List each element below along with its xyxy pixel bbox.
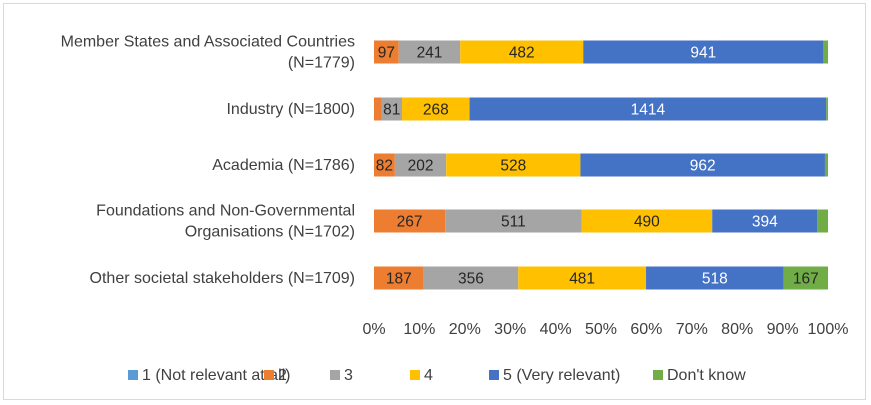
bar-segment [826,97,828,121]
bar-segment [423,266,519,290]
x-tick-label: 90% [767,321,799,338]
data-label: 941 [690,45,716,62]
x-tick-label: 70% [676,321,708,338]
legend-label: 4 [424,367,433,384]
bar-segment [580,153,825,177]
bar-segment [469,97,827,121]
bar-segment [394,153,447,177]
bar-segment [374,97,382,121]
bar-segment [583,40,824,64]
x-tick-label: 50% [585,321,617,338]
bar-segment [823,40,828,64]
data-label: 202 [408,158,434,175]
data-label: 518 [702,271,728,288]
data-label: 511 [501,214,526,231]
data-label: 482 [509,45,535,62]
legend-label: 2 [278,367,287,384]
bar-segment [646,266,784,290]
legend-label: 1 (Not relevant at all) [142,367,291,384]
data-label: 167 [793,271,819,288]
data-label: 481 [569,271,595,288]
bar-segment [374,153,395,177]
bar-segment [374,266,424,290]
bar-segment [712,209,818,233]
bar-segment [817,209,828,233]
data-label: 267 [397,214,423,231]
data-label: 187 [386,271,412,288]
data-label: 1414 [631,102,666,119]
data-label: 394 [752,214,778,231]
category-label: Foundations and Non-Governmental [96,203,355,220]
category-label: (N=1779) [288,55,355,72]
category-label: Organisations (N=1702) [185,224,355,241]
data-label: 356 [458,271,484,288]
bar-segment [398,40,461,64]
legend-swatch [653,370,663,380]
x-tick-label: 10% [403,321,435,338]
legend-swatch [410,370,420,380]
x-tick-label: 100% [808,321,849,338]
x-tick-label: 0% [362,321,385,338]
data-label: 97 [378,45,395,62]
data-label: 528 [500,158,526,175]
bar-segment [581,209,713,233]
bar-segment [374,40,399,64]
bar-segment [518,266,647,290]
category-label: Member States and Associated Countries [61,34,355,51]
bar-segment [446,153,581,177]
data-label: 82 [376,158,393,175]
category-label: Other societal stakeholders (N=1709) [90,270,355,287]
category-label: Industry (N=1800) [226,101,355,118]
data-label: 81 [383,102,400,119]
legend-swatch [489,370,499,380]
bar-segment [783,266,828,290]
bar-segment [445,209,582,233]
bar-segment [460,40,584,64]
x-tick-label: 20% [449,321,481,338]
legend-swatch [330,370,340,380]
data-label: 962 [690,158,716,175]
x-tick-label: 30% [494,321,526,338]
bar-segment [374,209,446,233]
legend-label: 3 [344,367,353,384]
bar-segment [381,97,402,121]
bar-segment [402,97,470,121]
chart-frame [3,3,866,400]
data-label: 268 [423,102,449,119]
legend-label: 5 (Very relevant) [503,367,620,384]
bar-segment [824,153,828,177]
category-label: Academia (N=1786) [212,157,355,174]
legend-swatch [264,370,274,380]
data-label: 241 [417,45,443,62]
legend-swatch [128,370,138,380]
x-tick-label: 80% [721,321,753,338]
x-tick-label: 60% [630,321,662,338]
legend-label: Don't know [667,367,746,384]
data-label: 490 [634,214,660,231]
x-tick-label: 40% [540,321,572,338]
